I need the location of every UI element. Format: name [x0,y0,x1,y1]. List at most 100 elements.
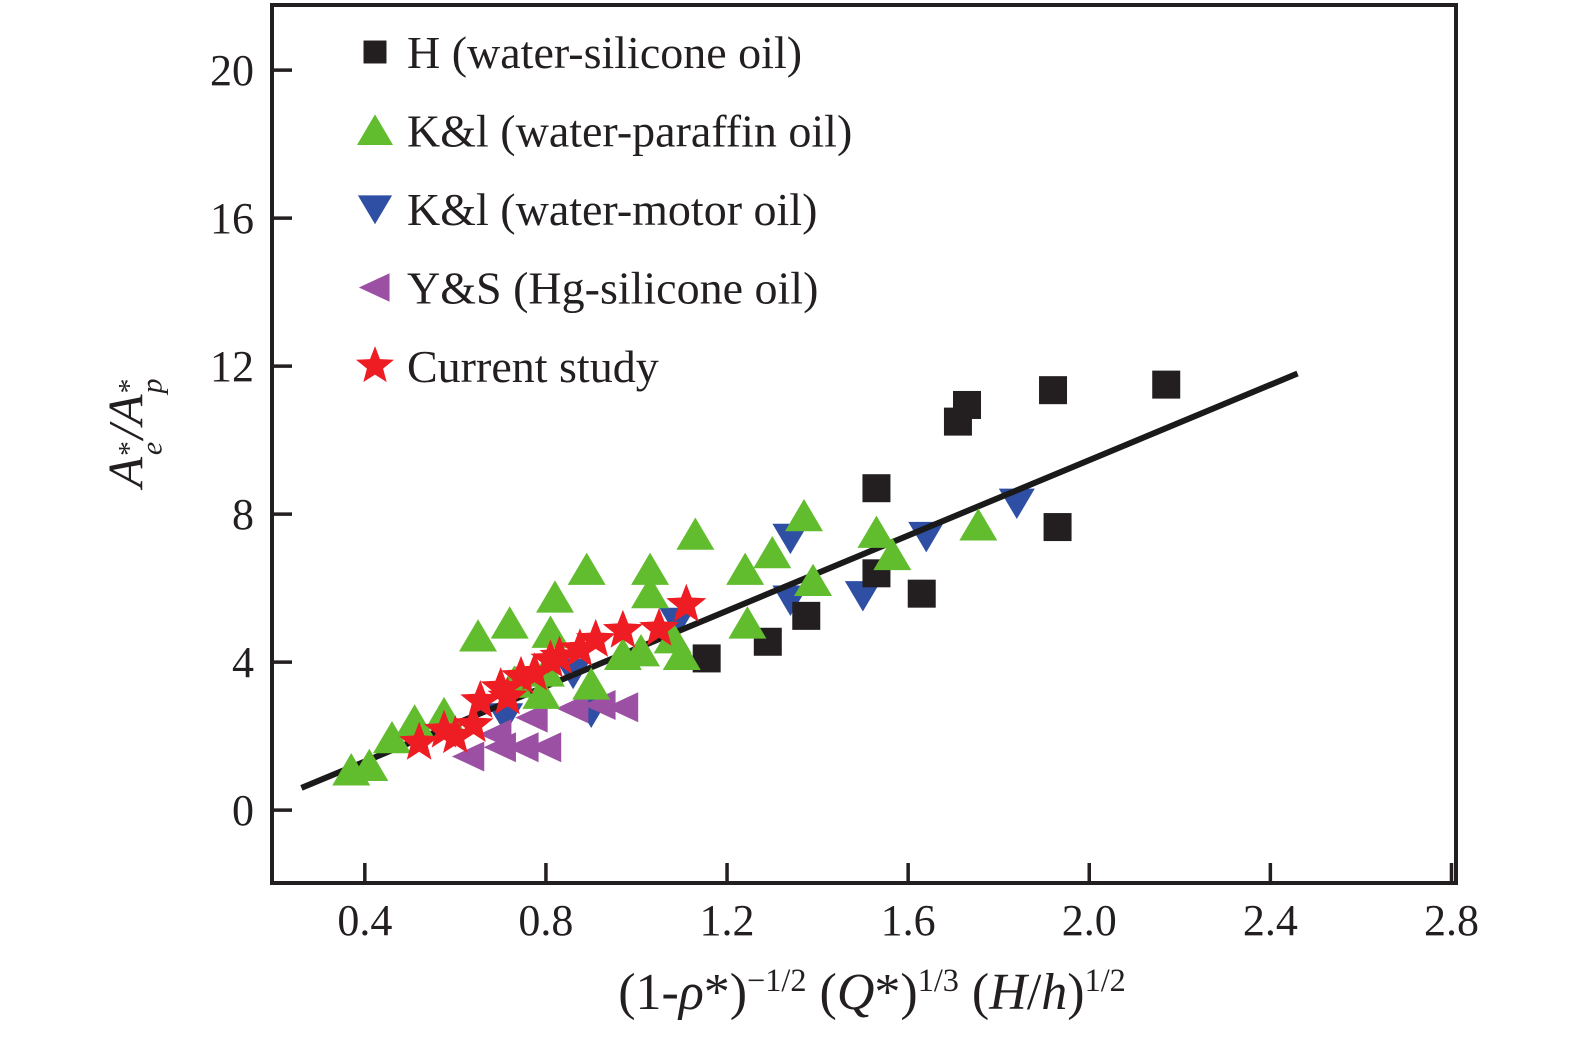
label-segment: ( [958,964,990,1022]
legend-label: Y&S (Hg-silicone oil) [407,263,818,314]
legend-label: H (water-silicone oil) [407,27,802,78]
data-point-star [501,655,541,694]
data-point-triangle-up [785,498,824,532]
data-point-triangle-up [662,637,701,671]
data-point-star [639,607,680,646]
data-point-star [460,680,501,718]
x-tick-label: 2.0 [1062,896,1117,945]
data-point-star [559,628,600,667]
data-point-triangle-up [631,552,670,585]
label-segment: ( [806,964,837,1022]
x-tick-label: 1.2 [700,896,755,945]
data-point-triangle-up [728,606,767,639]
y-tick-label: 20 [210,46,254,95]
label-segment: / [97,425,154,439]
data-point-triangle-up [753,535,792,569]
stacked-script: * p [112,378,169,394]
data-point-triangle-left [515,702,548,733]
data-point-star [399,721,440,760]
data-point-triangle-up [490,606,529,639]
data-point-triangle-up [676,517,715,550]
label-segment: H [989,964,1027,1022]
y-tick-label: 16 [210,194,254,243]
data-point-star [514,652,555,691]
data-point-triangle-up [631,575,670,609]
data-point-star [435,715,476,754]
data-point-square [862,474,891,503]
data-point-star [575,618,616,657]
stacked-script: * e [112,440,169,456]
data-point-triangle-up [959,508,998,541]
data-point-triangle-down [844,581,881,612]
x-tick-label: 1.6 [881,896,936,945]
y-tick-label: 8 [232,490,254,539]
data-point-square [907,579,936,608]
x-tick-label: 2.8 [1424,896,1479,945]
x-tick-label: 2.4 [1243,896,1298,945]
x-axis-label: (1-ρ*)−1/2 (Q*)1/3 (H/h)1/2 [618,962,1126,1022]
data-point-triangle-up [572,667,611,700]
label-segment: 1/2 [1084,961,1126,998]
label-segment: ) [1067,964,1085,1022]
data-point-triangle-up [726,552,765,585]
legend-marker-star [356,346,394,383]
legend-marker-triangle-up [356,114,394,146]
legend-label: K&l (water-motor oil) [407,184,817,235]
data-point-star [539,635,580,674]
label-segment: *) [874,964,918,1022]
data-point-triangle-up [350,748,389,782]
data-point-star [424,709,464,748]
label-segment: Q [836,964,875,1022]
plot-frame [270,3,1458,885]
data-point-triangle-up [522,676,561,709]
legend-marker-triangle-down [357,195,393,225]
label-segment: (1- [618,964,679,1022]
y-tick-label: 4 [232,638,254,687]
data-point-triangle-up [459,619,498,652]
legend-label: Current study [407,341,659,392]
data-point-triangle-left [506,732,539,763]
label-segment: ρ [678,964,704,1022]
data-point-star [480,667,521,705]
label-segment: *) [703,964,748,1022]
label-segment: h [1041,964,1068,1022]
label-segment: A [97,456,154,488]
data-point-triangle-up [794,563,833,597]
data-point-triangle-left [483,732,516,763]
data-point-square [953,390,982,419]
data-point-triangle-left [451,741,485,772]
data-point-triangle-left [605,692,639,723]
data-point-star [453,704,494,742]
data-point-triangle-up [567,552,606,585]
data-point-triangle-up [622,634,661,667]
data-point-triangle-left [556,693,589,724]
x-tick-label: 0.8 [518,896,573,945]
y-tick-label: 0 [232,786,254,835]
data-point-star [487,676,528,715]
legend-marker-square [363,40,387,64]
y-axis-label: A * e/A * p [97,377,169,488]
label-segment: −1/2 [747,961,807,998]
label-segment: A [97,394,154,426]
data-point-star [602,609,643,648]
data-point-triangle-up [535,580,574,613]
data-point-triangle-up [857,515,896,548]
data-point-triangle-left [528,732,562,763]
data-point-triangle-up [372,720,411,754]
label-segment: / [1026,964,1042,1022]
data-point-triangle-up [395,704,434,737]
data-point-star [666,583,707,622]
data-point-square [1043,513,1072,542]
data-point-triangle-down [772,523,809,555]
label-segment: 1/3 [917,961,959,998]
x-tick-label: 0.4 [337,896,392,945]
y-tick-label: 12 [210,342,254,391]
data-point-square [1152,370,1181,399]
data-point-square [1039,376,1068,405]
data-point-triangle-up [873,537,912,571]
legend-label: K&l (water-paraffin oil) [407,106,852,157]
data-point-square [792,601,821,630]
legend-marker-triangle-left [358,273,390,302]
